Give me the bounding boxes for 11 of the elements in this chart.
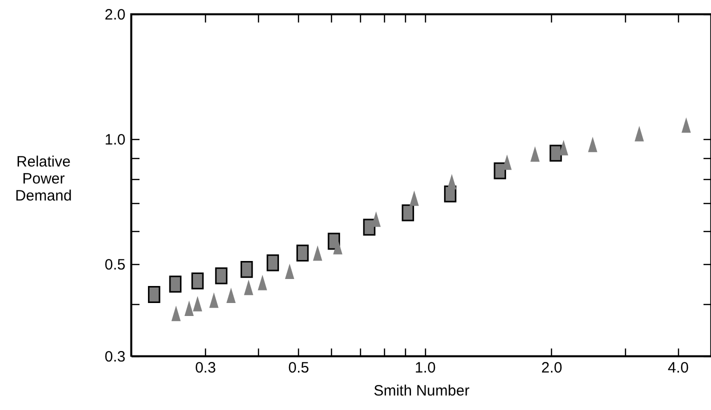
x-tick-label: 0.5 bbox=[288, 360, 310, 376]
x-tick-label: 1.0 bbox=[414, 360, 436, 376]
y-tick-label: 0.3 bbox=[104, 348, 126, 366]
x-axis-title: Smith Number bbox=[374, 382, 470, 400]
x-tick-label: 4.0 bbox=[668, 360, 689, 376]
y-axis-title: Relative Power Demand bbox=[15, 154, 72, 204]
y-tick-label: 2.0 bbox=[104, 6, 126, 24]
y-tick-label: 0.5 bbox=[104, 256, 126, 274]
x-tick-label: 0.3 bbox=[195, 360, 216, 376]
x-tick-label: 2.0 bbox=[541, 360, 562, 376]
y-tick-label: 1.0 bbox=[104, 131, 126, 148]
